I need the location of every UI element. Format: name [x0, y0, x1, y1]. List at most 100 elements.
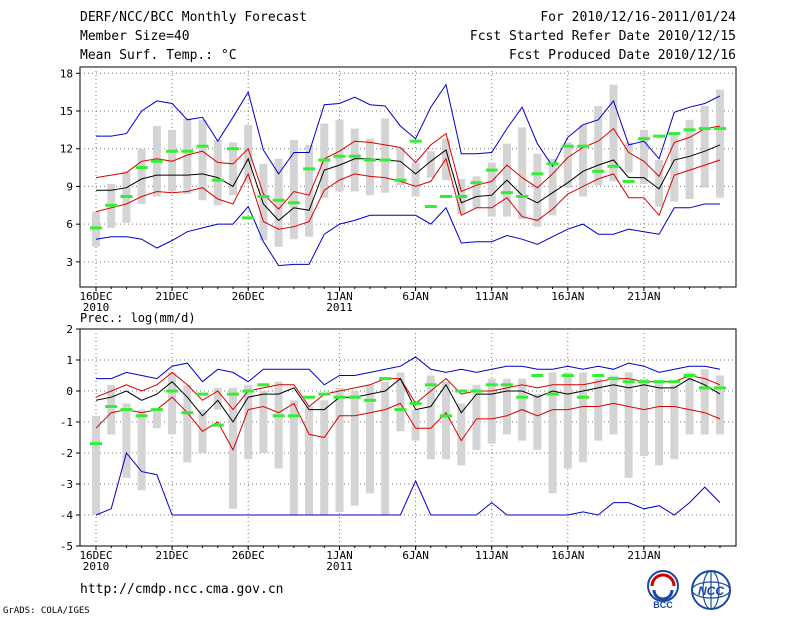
marker	[637, 137, 650, 141]
y-tick-label: -3	[60, 478, 73, 491]
spread-box	[289, 400, 298, 515]
y-tick-label: 12	[60, 143, 73, 156]
mean-line	[95, 377, 721, 423]
marker	[379, 377, 392, 381]
lower-line	[95, 396, 721, 452]
spread-box	[472, 176, 481, 208]
spread-box	[396, 372, 405, 432]
marker	[500, 191, 513, 195]
spread-box	[137, 409, 146, 491]
spread-box	[350, 391, 359, 506]
x-tick-year: 2010	[83, 560, 110, 573]
marker	[394, 408, 407, 412]
upper-line	[95, 125, 721, 210]
variable-label: Mean Surf. Temp.: °C	[80, 48, 237, 63]
spread-box	[670, 384, 679, 460]
marker	[561, 144, 574, 148]
marker	[440, 194, 453, 198]
precip-title: Prec.: log(mm/d)	[80, 311, 196, 325]
spread-box	[365, 138, 374, 196]
spread-box	[137, 148, 146, 205]
marker	[485, 168, 498, 172]
spread-box	[152, 409, 161, 429]
spread-box	[335, 387, 344, 512]
marker	[166, 149, 179, 153]
lower-line	[95, 157, 721, 230]
ncc-logo-icon: NCC	[691, 570, 731, 610]
marker	[546, 392, 559, 396]
marker	[607, 164, 620, 168]
marker	[120, 194, 133, 198]
marker	[424, 205, 437, 209]
marker	[698, 386, 711, 390]
spread-box	[365, 384, 374, 494]
spread-box	[305, 406, 314, 515]
max-line	[96, 83, 721, 175]
x-tick-label: 6JAN	[402, 549, 429, 562]
y-tick-label: -2	[60, 447, 73, 460]
marker	[531, 374, 544, 377]
spread-box	[244, 124, 253, 183]
spread-box	[289, 139, 298, 240]
marker	[90, 226, 102, 230]
marker	[226, 147, 239, 151]
spread-box	[381, 118, 390, 193]
marker	[683, 128, 696, 132]
spread-box	[624, 142, 633, 173]
spread-box	[122, 403, 131, 478]
spread-box	[594, 378, 603, 441]
marker	[318, 158, 331, 162]
source-url[interactable]: http://cmdp.ncc.cma.gov.cn	[80, 582, 284, 597]
y-tick-label: 6	[66, 218, 73, 231]
marker	[348, 154, 361, 158]
spread-box	[670, 134, 679, 202]
marker	[333, 395, 346, 399]
x-tick-label: 16DEC	[79, 290, 112, 303]
spread-box	[381, 381, 390, 515]
max-line	[96, 356, 721, 386]
spread-box	[426, 151, 435, 178]
spread-box	[426, 375, 435, 460]
spread-box	[457, 403, 466, 466]
spread-box	[320, 400, 329, 515]
spread-box	[700, 105, 709, 188]
spread-box	[639, 129, 648, 184]
spread-box	[228, 142, 237, 196]
marker	[668, 380, 681, 384]
spread-box	[624, 372, 633, 478]
x-tick-label: 16DEC	[79, 549, 112, 562]
plot-frame	[79, 328, 737, 547]
min-line	[95, 451, 721, 516]
spread-box	[183, 384, 192, 463]
x-tick-label: 1JAN	[326, 549, 353, 562]
spread-box	[350, 128, 359, 192]
marker	[150, 159, 163, 163]
bcc-logo-text: BCC	[653, 600, 673, 610]
marker	[242, 389, 255, 393]
marker	[287, 414, 300, 418]
y-tick-label: 1	[66, 354, 73, 367]
marker	[622, 179, 635, 183]
spread-box	[563, 372, 572, 469]
mean-line	[96, 144, 721, 222]
spread-box	[259, 391, 268, 453]
spread-box	[502, 378, 511, 435]
marker	[516, 194, 529, 198]
spread-box	[487, 378, 496, 444]
y-tick-label: 2	[66, 323, 73, 336]
marker	[440, 414, 453, 418]
x-tick-label: 21JAN	[627, 549, 660, 562]
marker	[470, 389, 483, 393]
grads-credit: GrADS: COLA/IGES	[3, 606, 90, 616]
spread-box	[198, 119, 207, 201]
x-tick-label: 1JAN	[326, 290, 353, 303]
ncc-logo: NCC	[688, 568, 734, 616]
spread-box	[579, 372, 588, 463]
marker	[272, 198, 285, 202]
marker	[409, 401, 422, 405]
spread-box	[442, 381, 451, 460]
marker	[653, 380, 666, 384]
spread-box	[92, 415, 100, 515]
marker	[455, 389, 468, 393]
